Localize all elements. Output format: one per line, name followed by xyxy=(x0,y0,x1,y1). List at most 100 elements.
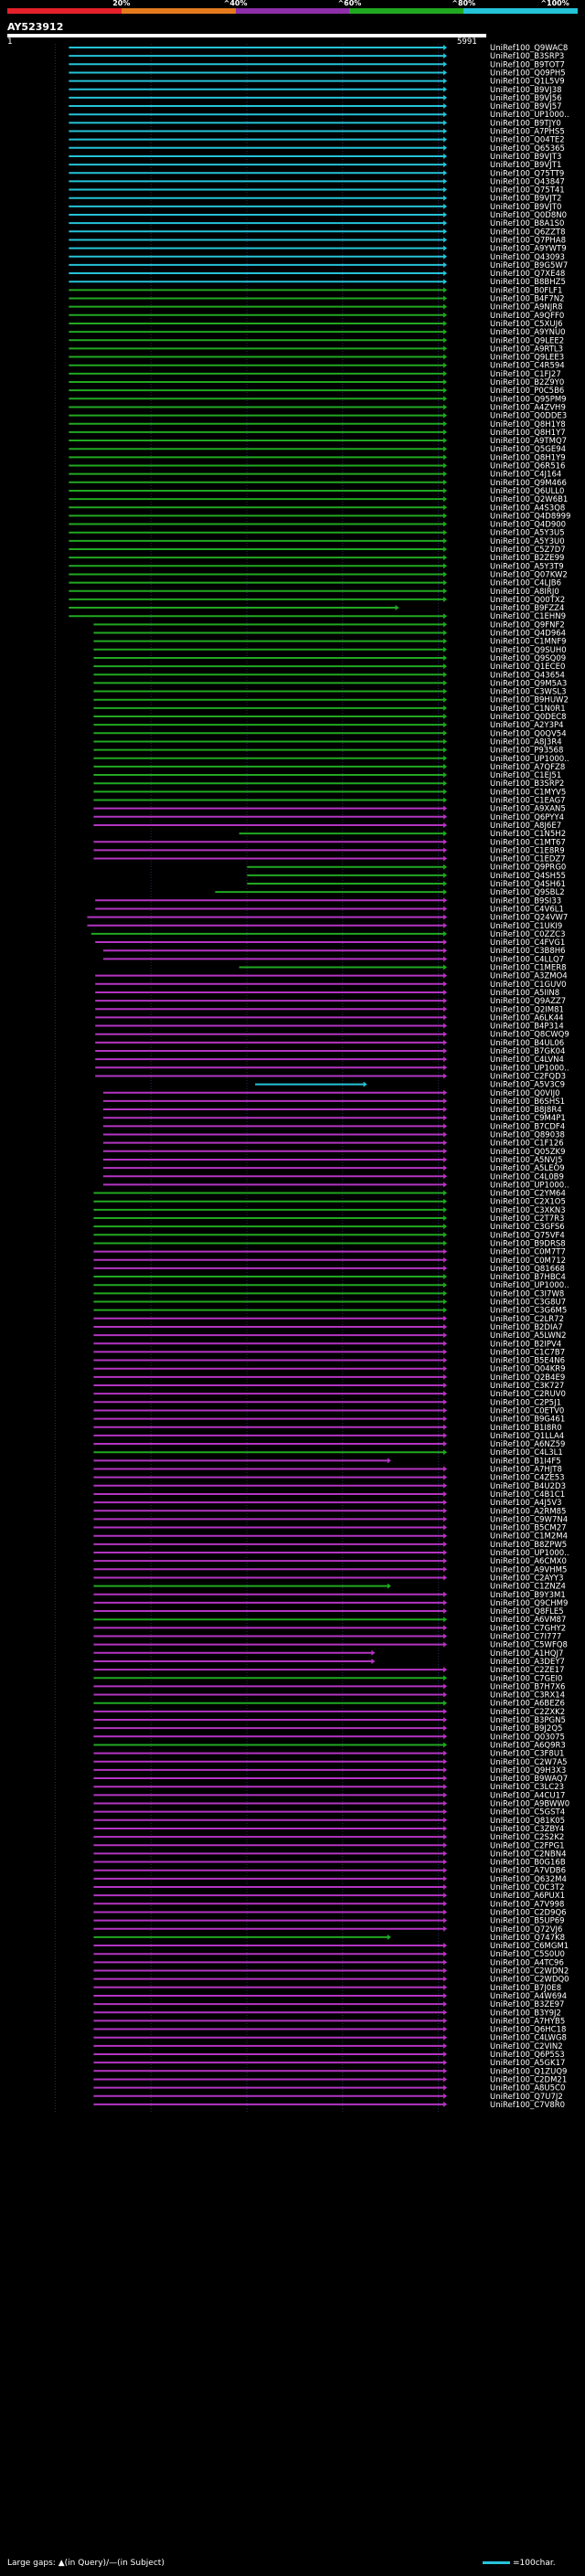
hit-label[interactable]: UniRef100_C0M7T7 xyxy=(490,1248,566,1257)
hit-label[interactable]: UniRef100_C1MER8 xyxy=(490,964,567,973)
hit-label[interactable]: UniRef100_Q5GE94 xyxy=(490,445,566,454)
hit-label[interactable]: UniRef100_C5S0U0 xyxy=(490,1950,565,1959)
hit-label[interactable]: UniRef100_C0M712 xyxy=(490,1256,566,1266)
hit-label[interactable]: UniRef100_UP1000.. xyxy=(490,111,569,120)
hit-label[interactable]: UniRef100_C3G8U7 xyxy=(490,1299,566,1308)
hit-label[interactable]: UniRef100_A4CU17 xyxy=(490,1791,565,1800)
hit-label[interactable]: UniRef100_A4J5V3 xyxy=(490,1499,562,1508)
hit-label[interactable]: UniRef100_B3PGN5 xyxy=(490,1716,566,1725)
hit-label[interactable]: UniRef100_B8J8R4 xyxy=(490,1106,562,1115)
hit-label[interactable]: UniRef100_B1I4F5 xyxy=(490,1457,561,1466)
hit-label[interactable]: UniRef100_A6NZ59 xyxy=(490,1440,565,1449)
hit-label[interactable]: UniRef100_B9DRS8 xyxy=(490,1239,566,1248)
hit-label[interactable]: UniRef100_A7PHS5 xyxy=(490,128,565,137)
hit-label[interactable]: UniRef100_C2T7R3 xyxy=(490,1214,564,1224)
hit-label[interactable]: UniRef100_UP1000.. xyxy=(490,755,569,764)
hit-label[interactable]: UniRef100_Q0DDE3 xyxy=(490,412,567,421)
hit-label[interactable]: UniRef100_C1M2M4 xyxy=(490,1532,568,1542)
hit-label[interactable]: UniRef100_A9YNU0 xyxy=(490,328,566,337)
hit-label[interactable]: UniRef100_Q9CHM9 xyxy=(490,1599,568,1608)
hit-label[interactable]: UniRef100_B2DIA7 xyxy=(490,1323,563,1332)
hit-label[interactable]: UniRef100_A6CMX0 xyxy=(490,1557,567,1566)
hit-label[interactable]: UniRef100_Q81668 xyxy=(490,1265,565,1274)
hit-label[interactable]: UniRef100_B2Z9Y0 xyxy=(490,378,564,387)
hit-label[interactable]: UniRef100_B9VJ56 xyxy=(490,94,562,103)
hit-label[interactable]: UniRef100_B0G16B xyxy=(490,1859,566,1868)
hit-label[interactable]: UniRef100_A7QFZ8 xyxy=(490,763,565,772)
hit-label[interactable]: UniRef100_A5GK17 xyxy=(490,2059,565,2068)
hit-label[interactable]: UniRef100_C2DM21 xyxy=(490,2075,567,2084)
hit-label[interactable]: UniRef100_Q03075 xyxy=(490,1733,565,1742)
hit-label[interactable]: UniRef100_A8J3R4 xyxy=(490,737,562,747)
hit-label[interactable]: UniRef100_B0FLF1 xyxy=(490,286,562,295)
hit-label[interactable]: UniRef100_Q8H1Y9 xyxy=(490,453,566,462)
hit-label[interactable]: UniRef100_B4UL06 xyxy=(490,1039,564,1048)
hit-label[interactable]: UniRef100_B9VJ38 xyxy=(490,86,562,95)
hit-label[interactable]: UniRef100_A5LEO9 xyxy=(490,1164,565,1173)
hit-label[interactable]: UniRef100_Q72VJ6 xyxy=(490,1925,562,1935)
hit-label[interactable]: UniRef100_C7GEI0 xyxy=(490,1674,562,1683)
hit-label[interactable]: UniRef100_B9VJT2 xyxy=(490,195,561,204)
hit-label[interactable]: UniRef100_C9M4P1 xyxy=(490,1114,566,1123)
hit-label[interactable]: UniRef100_B9FZZ4 xyxy=(490,604,564,613)
hit-label[interactable]: UniRef100_Q0VIJ0 xyxy=(490,1089,560,1098)
hit-label[interactable]: UniRef100_C2AYY3 xyxy=(490,1574,563,1583)
hit-label[interactable]: UniRef100_C3K727 xyxy=(490,1382,564,1391)
hit-label[interactable]: UniRef100_Q7XE48 xyxy=(490,270,565,279)
hit-label[interactable]: UniRef100_A8IRJ0 xyxy=(490,588,559,597)
hit-label[interactable]: UniRef100_C4ZE53 xyxy=(490,1474,565,1483)
hit-label[interactable]: UniRef100_P0C5B6 xyxy=(490,387,564,396)
hit-label[interactable]: UniRef100_C4L3L1 xyxy=(490,1448,563,1458)
hit-label[interactable]: UniRef100_B5E4N6 xyxy=(490,1357,565,1366)
hit-label[interactable]: UniRef100_Q2B4E9 xyxy=(490,1373,565,1383)
hit-label[interactable]: UniRef100_B7HBC4 xyxy=(490,1273,566,1282)
hit-label[interactable]: UniRef100_Q0D8N0 xyxy=(490,211,567,220)
hit-label[interactable]: UniRef100_Q04KR9 xyxy=(490,1365,566,1374)
hit-label[interactable]: UniRef100_C2FQD3 xyxy=(490,1072,566,1081)
hit-label[interactable]: UniRef100_A9TMQ7 xyxy=(490,437,567,446)
hit-label[interactable]: UniRef100_C7V8R0 xyxy=(490,2101,565,2110)
hit-label[interactable]: UniRef100_Q4SH55 xyxy=(490,872,566,881)
hit-label[interactable]: UniRef100_Q9SBL2 xyxy=(490,888,565,897)
hit-label[interactable]: UniRef100_Q1ECE0 xyxy=(490,663,565,672)
hit-label[interactable]: UniRef100_P93568 xyxy=(490,747,563,756)
hit-label[interactable]: UniRef100_Q8H1Y8 xyxy=(490,420,566,429)
hit-label[interactable]: UniRef100_B9G461 xyxy=(490,1415,565,1425)
hit-label[interactable]: UniRef100_C0ZZC3 xyxy=(490,930,566,939)
hit-label[interactable]: UniRef100_C2ZXK2 xyxy=(490,1708,565,1717)
hit-label[interactable]: UniRef100_Q9LEE2 xyxy=(490,336,564,345)
hit-label[interactable]: UniRef100_C1FJ27 xyxy=(490,370,561,379)
hit-label[interactable]: UniRef100_B9VJT3 xyxy=(490,153,561,162)
hit-label[interactable]: UniRef100_Q95PM9 xyxy=(490,395,567,404)
hit-label[interactable]: UniRef100_B9HUW2 xyxy=(490,696,569,705)
hit-label[interactable]: UniRef100_Q6PYY4 xyxy=(490,813,564,822)
hit-label[interactable]: UniRef100_C1EAG7 xyxy=(490,797,566,806)
hit-label[interactable]: UniRef100_C4LWG8 xyxy=(490,2034,567,2043)
hit-label[interactable]: UniRef100_C2X1O5 xyxy=(490,1198,566,1207)
hit-label[interactable]: UniRef100_B8ZPW5 xyxy=(490,1541,567,1550)
hit-label[interactable]: UniRef100_C0ETV0 xyxy=(490,1406,564,1415)
hit-label[interactable]: UniRef100_B4F7N2 xyxy=(490,295,565,304)
hit-label[interactable]: UniRef100_A6BEZ6 xyxy=(490,1700,565,1709)
hit-label[interactable]: UniRef100_B5CM27 xyxy=(490,1524,567,1533)
hit-label[interactable]: UniRef100_C5GST4 xyxy=(490,1808,565,1818)
hit-label[interactable]: UniRef100_Q07KW2 xyxy=(490,570,568,579)
hit-label[interactable]: UniRef100_Q9WAC8 xyxy=(490,44,568,53)
hit-label[interactable]: UniRef100_C1MT67 xyxy=(490,838,566,847)
hit-label[interactable]: UniRef100_C7GHY2 xyxy=(490,1624,566,1633)
hit-label[interactable]: UniRef100_C3XKN3 xyxy=(490,1206,566,1215)
hit-label[interactable]: UniRef100_Q2IM81 xyxy=(490,1005,564,1014)
hit-label[interactable]: UniRef100_Q8H1Y7 xyxy=(490,429,566,438)
hit-label[interactable]: UniRef100_Q4D900 xyxy=(490,521,566,530)
hit-label[interactable]: UniRef100_C4L0B9 xyxy=(490,1172,564,1182)
hit-label[interactable]: UniRef100_Q09PH5 xyxy=(490,69,566,78)
hit-label[interactable]: UniRef100_A8J6E7 xyxy=(490,822,561,831)
hit-label[interactable]: UniRef100_B5UP69 xyxy=(490,1917,565,1926)
hit-label[interactable]: UniRef100_C2RUV0 xyxy=(490,1390,566,1399)
hit-label[interactable]: UniRef100_B7H7X6 xyxy=(490,1682,565,1691)
hit-label[interactable]: UniRef100_C1ZNZ4 xyxy=(490,1583,566,1592)
hit-label[interactable]: UniRef100_Q65365 xyxy=(490,144,565,154)
hit-label[interactable]: UniRef100_Q9AZZ7 xyxy=(490,997,566,1006)
hit-label[interactable]: UniRef100_Q05ZK9 xyxy=(490,1148,566,1157)
hit-label[interactable]: UniRef100_B8A1S0 xyxy=(490,219,564,228)
